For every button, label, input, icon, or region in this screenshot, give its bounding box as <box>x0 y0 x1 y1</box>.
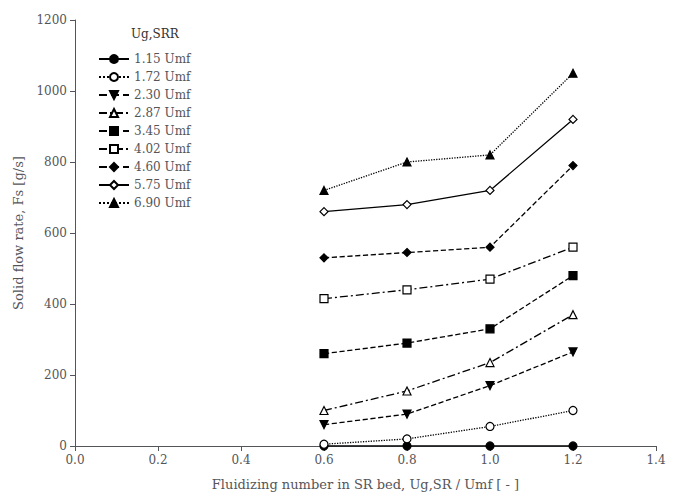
svg-text:0.4: 0.4 <box>231 453 250 467</box>
svg-text:4.60 Umf: 4.60 Umf <box>134 160 192 174</box>
svg-text:0.0: 0.0 <box>65 453 84 467</box>
svg-text:1.4: 1.4 <box>646 453 665 467</box>
svg-text:2.87 Umf: 2.87 Umf <box>134 106 192 120</box>
svg-text:6.90 Umf: 6.90 Umf <box>134 196 192 210</box>
svg-text:Solid flow rate, Fs [g/s]: Solid flow rate, Fs [g/s] <box>11 156 26 310</box>
svg-text:2.30 Umf: 2.30 Umf <box>134 88 192 102</box>
svg-text:1200: 1200 <box>36 13 67 27</box>
svg-text:1.15 Umf: 1.15 Umf <box>134 52 192 66</box>
svg-text:0.8: 0.8 <box>397 453 416 467</box>
svg-text:0.6: 0.6 <box>314 453 333 467</box>
svg-text:Fluidizing number in SR bed, U: Fluidizing number in SR bed, Ug,SR / Umf… <box>212 477 519 492</box>
svg-text:1.72 Umf: 1.72 Umf <box>134 70 192 84</box>
svg-text:400: 400 <box>44 297 67 311</box>
svg-text:1.0: 1.0 <box>480 453 499 467</box>
svg-text:800: 800 <box>44 155 67 169</box>
svg-text:5.75 Umf: 5.75 Umf <box>134 178 192 192</box>
svg-text:0.2: 0.2 <box>148 453 167 467</box>
svg-text:3.45 Umf: 3.45 Umf <box>134 124 192 138</box>
svg-text:1000: 1000 <box>36 84 67 98</box>
svg-text:4.02 Umf: 4.02 Umf <box>134 142 192 156</box>
svg-text:200: 200 <box>44 368 67 382</box>
svg-text:600: 600 <box>44 226 67 240</box>
svg-text:0: 0 <box>59 439 67 453</box>
svg-text:1.2: 1.2 <box>563 453 582 467</box>
svg-text:Ug,SRR: Ug,SRR <box>131 27 180 41</box>
